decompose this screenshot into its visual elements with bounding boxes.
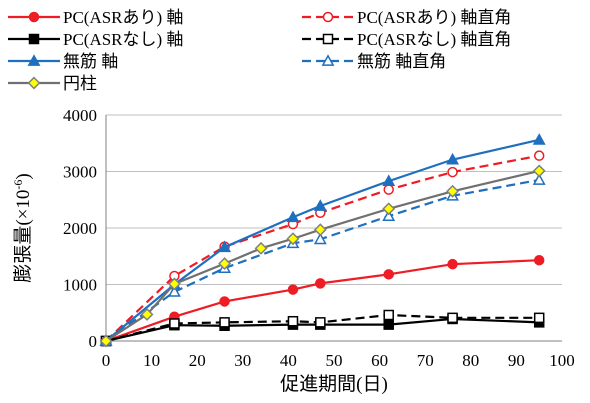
legend-item-6: 無筋 軸直角 (302, 52, 446, 71)
y-axis-title-main: 膨張量(×10 (12, 190, 34, 283)
legend-item-4: PC(ASRなし) 軸直角 (302, 30, 511, 49)
data-point (322, 11, 334, 23)
data-point (322, 33, 334, 45)
data-point (167, 285, 181, 297)
data-point (27, 54, 41, 66)
x-tick-label: 90 (508, 351, 525, 370)
series-line (105, 154, 540, 342)
legend-label: PC(ASRなし) 軸直角 (357, 30, 511, 49)
data-point (446, 184, 460, 198)
legend-label: PC(ASRあり) 軸 (63, 8, 183, 27)
data-point (447, 166, 458, 178)
data-point (315, 278, 326, 289)
y-axis-title-superscript: -6 (11, 180, 25, 190)
data-point (382, 202, 396, 216)
data-point (287, 315, 299, 327)
series-7 (99, 164, 546, 348)
series-line (105, 317, 540, 343)
data-point (382, 209, 396, 222)
legend-item-3: PC(ASRなし) 軸 (8, 30, 183, 49)
data-point (313, 232, 327, 245)
x-tick-label: 80 (462, 351, 479, 370)
data-point (321, 54, 335, 66)
data-point (532, 133, 546, 145)
data-point (532, 173, 546, 185)
x-tick-label: 10 (143, 351, 160, 370)
data-point (447, 312, 458, 324)
x-axis-title: 促進期間(日) (280, 373, 388, 395)
x-tick-label: 50 (326, 351, 343, 370)
data-point (383, 269, 394, 280)
tick-labels: 0 1000 2000 3000 4000 0 10 20 30 40 50 60 70 80 90 100 (63, 106, 575, 370)
y-tick-label: 0 (89, 332, 98, 351)
series-6 (99, 173, 546, 346)
data-point (533, 150, 545, 161)
legend-item-7: 円柱 (8, 74, 97, 93)
legend-label: PC(ASRあり) 軸直角 (357, 8, 511, 27)
series-line (105, 138, 540, 342)
x-tick-label: 30 (234, 351, 251, 370)
data-point (313, 223, 327, 237)
series-line (105, 178, 540, 342)
data-point (218, 240, 232, 253)
y-tick-label: 3000 (63, 163, 97, 182)
legend: PC(ASRあり) 軸 PC(ASRあり) 軸直角 PC(ASRなし) 軸 PC(AS… (8, 8, 511, 93)
y-tick-label: 2000 (63, 219, 97, 238)
grid-lines (106, 114, 562, 285)
legend-label: 無筋 軸直角 (357, 52, 446, 71)
data-point (315, 317, 326, 328)
data-point (27, 76, 41, 90)
data-point (533, 254, 545, 266)
axes (105, 115, 562, 342)
x-tick-label: 60 (371, 351, 388, 370)
data-point (287, 284, 299, 295)
data-point (446, 152, 460, 165)
data-point (286, 232, 300, 246)
series-line (105, 313, 540, 343)
x-tick-label: 40 (280, 351, 297, 370)
data-point (28, 11, 40, 23)
data-point (383, 184, 394, 195)
data-point (383, 309, 394, 321)
y-axis-title-close: ) (13, 173, 34, 179)
data-point (169, 318, 180, 329)
data-point (28, 33, 40, 45)
series-layer (99, 133, 546, 348)
legend-label: 円柱 (63, 74, 97, 93)
series-2 (100, 150, 545, 347)
data-point (286, 210, 300, 223)
data-point (219, 317, 230, 328)
series-line (105, 259, 540, 343)
data-point (383, 319, 394, 330)
data-point (532, 164, 546, 178)
data-point (382, 174, 396, 186)
y-tick-label: 4000 (63, 106, 97, 125)
series-line (105, 169, 540, 342)
legend-item-2: PC(ASRあり) 軸直角 (302, 8, 511, 27)
data-point (313, 199, 327, 211)
data-point (167, 277, 181, 291)
y-tick-label: 1000 (63, 276, 97, 295)
legend-label: PC(ASRなし) 軸 (63, 30, 183, 49)
legend-item-1: PC(ASRあり) 軸 (8, 8, 183, 27)
x-tick-label: 20 (189, 351, 206, 370)
data-point (447, 258, 458, 270)
data-point (533, 312, 545, 324)
x-tick-label: 70 (417, 351, 434, 370)
legend-label: 無筋 軸 (63, 52, 118, 71)
y-axis-title: 膨張量(×10-6) (11, 173, 34, 282)
data-point (140, 307, 154, 321)
series-1 (100, 254, 545, 347)
x-tick-label: 0 (102, 351, 111, 370)
legend-item-5: 無筋 軸 (8, 52, 118, 71)
data-point (218, 257, 232, 271)
data-point (254, 241, 268, 255)
data-point (99, 334, 113, 348)
x-tick-label: 100 (549, 351, 575, 370)
data-point (219, 296, 230, 307)
